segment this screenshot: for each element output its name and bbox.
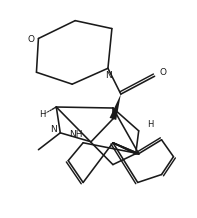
Text: NH: NH: [69, 130, 83, 139]
Text: N: N: [106, 71, 112, 80]
Text: N: N: [50, 125, 57, 134]
Text: H: H: [147, 120, 154, 129]
Text: H: H: [39, 111, 46, 119]
Polygon shape: [110, 94, 121, 120]
Text: O: O: [28, 35, 35, 44]
Text: O: O: [159, 68, 166, 77]
